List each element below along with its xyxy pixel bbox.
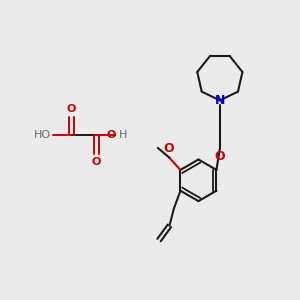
Text: O: O xyxy=(92,157,101,166)
Text: HO: HO xyxy=(34,130,51,140)
Text: O: O xyxy=(164,142,174,155)
Text: H: H xyxy=(118,130,127,140)
Text: O: O xyxy=(215,150,226,163)
Text: N: N xyxy=(215,94,225,107)
Text: O: O xyxy=(67,104,76,114)
Text: O: O xyxy=(107,130,116,140)
